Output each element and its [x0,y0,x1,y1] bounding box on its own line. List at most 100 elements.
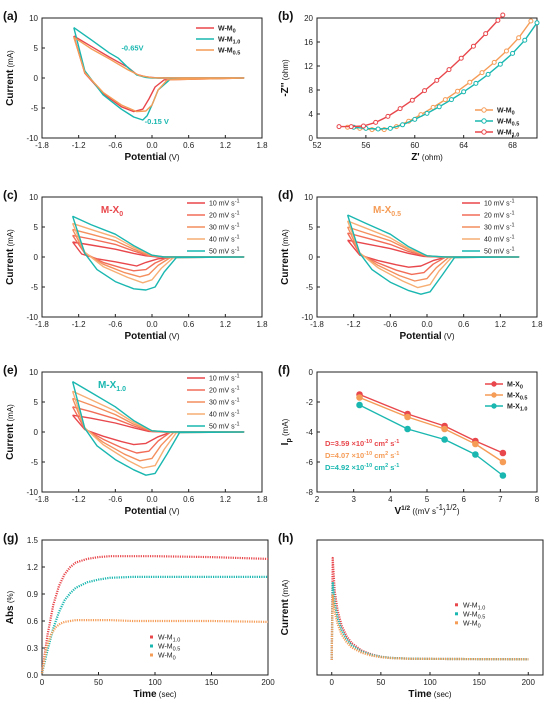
data-point [434,77,440,83]
y-tick-label: 0 [34,428,39,437]
legend-label: 20 mV s-1 [209,386,240,395]
data-point [483,31,489,37]
legend-label: W-M0 [218,26,236,35]
legend-label: 50 mV s-1 [209,247,240,256]
y-tick-label: 10 [29,368,38,377]
legend-name: W-M [463,620,478,627]
data-point [500,12,506,18]
x-tick-label: 1.2 [220,495,232,504]
diffusion-exp: -10 [364,451,372,457]
legend-name: W-M [158,653,173,660]
legend-sub: 0 [520,385,523,391]
x-tick-label: 52 [313,141,322,150]
x-tick-label: -1.8 [310,320,324,329]
diffusion-unit-tail: s [388,451,394,460]
y-axis-label: Current (mA) [280,579,291,635]
y-axis-label: Current (mA) [5,50,16,106]
x-tick-label: -0.6 [108,141,122,150]
data-point [461,89,467,95]
x-axis-unit-tail: ) [443,507,446,516]
x-axis-title: Potential [124,152,166,163]
x-tick-label: 0.0 [146,320,158,329]
legend-label: W-M0 [497,108,515,117]
y-axis-label: Current (mA) [5,229,16,285]
legend-label: 10 mV s-1 [484,199,515,208]
data-point [409,97,415,103]
series-line [73,36,245,113]
legend-label: 40 mV s-1 [209,410,240,419]
y-tick-label: 0 [34,253,39,262]
data-point [360,123,366,129]
legend-label: W-M1.0 [218,37,240,46]
y-tick-label: -5 [306,283,314,292]
panel-label: (g) [3,531,18,545]
legend-name: M-X [507,404,520,411]
series-line [40,618,269,674]
panel-f: 2 3 4 5 6 7 8 -8 -6 -4 -2 0 V1/2 ((mV s-1)1/2) Ip (mA… [275,350,550,525]
legend-label: 50 mV s-1 [484,247,515,256]
x-axis-unit: ((mV s [410,507,436,516]
x-tick-label: 0 [330,678,335,687]
y-axis-title: Abs [5,605,16,624]
x-tick-label: 3 [351,495,356,504]
data-point [522,37,528,43]
legend-sub: 0 [512,111,515,117]
y-tick-label: -6 [306,458,314,467]
legend-label: 30 mV s-1 [209,398,240,407]
x-tick-label: -1.8 [35,141,49,150]
panel-label: (d) [278,188,293,202]
x-axis-unit: (sec) [432,690,452,699]
legend-marker [491,381,497,387]
y-axis-title: Current [5,69,16,106]
y-tick-label: 10 [304,193,313,202]
y-axis-title: Current [5,248,16,285]
panel-label: (a) [3,9,18,23]
diffusion-exp3: -1 [394,439,399,445]
x-tick-label: 56 [361,141,370,150]
y-axis-unit: (mA) [6,229,15,249]
x-tick-label: 100 [148,678,162,687]
legend-label: 10 mV s-1 [209,374,240,383]
legend-name: 30 mV s [209,225,235,232]
diffusion-unit-tail: s [388,463,394,472]
series-line [346,214,520,295]
panel-label: (b) [278,9,293,23]
y-axis-unit: (%) [6,590,15,605]
legend-sub: 1.0 [520,407,528,413]
data-point [510,50,516,56]
x-axis-unit: (V) [442,332,455,341]
legend-name: 40 mV s [209,412,235,419]
x-axis-label: Z' (ohm) [411,152,443,163]
x-axis-title-sup: 1/2 [401,505,410,512]
x-axis-title: Potential [124,506,166,517]
x-tick-label: 0.0 [421,320,433,329]
y-tick-label: -5 [31,283,39,292]
x-tick-label: -1.2 [72,141,86,150]
x-axis-title: Potential [399,331,441,342]
data-point [336,124,342,130]
legend-label: 30 mV s-1 [209,223,240,232]
y-tick-label: -2 [306,398,314,407]
x-tick-label: 64 [459,141,468,150]
data-point [472,440,479,448]
data-point [497,61,503,67]
plot-title-main: M-X [98,380,117,391]
y-tick-label: -5 [31,458,39,467]
legend-marker [491,392,497,398]
diffusion-exp3: -1 [394,451,399,457]
y-tick-label: 1.5 [27,536,39,545]
data-point [412,116,418,122]
plot-frame [41,539,269,676]
diffusion-exp2: 2 [385,439,388,445]
legend-name: 40 mV s [209,237,235,244]
legend-label: M-X1.0 [507,404,528,413]
panel-label: (f) [278,363,290,377]
y-tick-label: 10 [29,14,38,23]
legend-sup: -1 [510,247,515,253]
panel-e: -1.8 -1.2 -0.6 0.0 0.6 1.2 1.8 -10 -5 0 5 10 Potenti… [0,350,275,525]
data-point [485,71,491,77]
series-line [40,555,269,674]
diffusion-coefficient: D=4.07 ×10-10 cm2 s-1 [325,451,399,460]
data-point [499,458,507,466]
data-point [404,413,411,421]
